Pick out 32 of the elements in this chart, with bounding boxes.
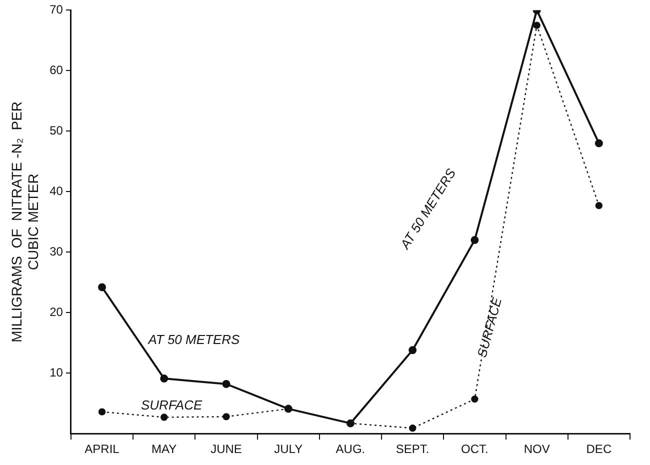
y-axis-title: MILLIGRAMS OF NITRATE -N₂ PER CUBIC METER xyxy=(8,101,42,342)
point xyxy=(408,346,417,354)
y-tick-label: 10 xyxy=(50,365,64,380)
point xyxy=(533,22,540,29)
point xyxy=(408,424,416,432)
point xyxy=(222,380,230,388)
y-tick-label: 70 xyxy=(50,2,64,17)
point xyxy=(98,408,106,416)
point xyxy=(594,139,603,148)
point xyxy=(160,374,168,383)
point xyxy=(595,202,603,210)
x-tick-label: APRIL xyxy=(84,442,120,456)
point xyxy=(98,283,106,292)
y-tick-label: 50 xyxy=(50,123,64,138)
y-tick-label: 40 xyxy=(50,184,64,198)
x-tick-label: NOV xyxy=(524,442,550,456)
x-tick-label: DEC xyxy=(586,442,612,456)
point xyxy=(160,414,168,421)
y-tick-label: 30 xyxy=(50,244,64,258)
x-tick-label: JUNE xyxy=(210,442,242,456)
point xyxy=(222,413,230,420)
x-tick-label: JULY xyxy=(274,442,303,456)
x-tick-label: SEPT. xyxy=(396,442,430,456)
point xyxy=(471,396,478,403)
x-tick-label: MAY xyxy=(152,442,177,456)
x-tick-label: OCT. xyxy=(461,442,488,456)
annotation: AT 50 METERS xyxy=(147,332,240,348)
point xyxy=(470,236,479,244)
y-tick-label: 60 xyxy=(50,63,64,77)
annotation: SURFACE xyxy=(141,398,202,413)
y-tick-label: 20 xyxy=(50,304,64,319)
x-tick-label: AUG. xyxy=(336,442,366,456)
